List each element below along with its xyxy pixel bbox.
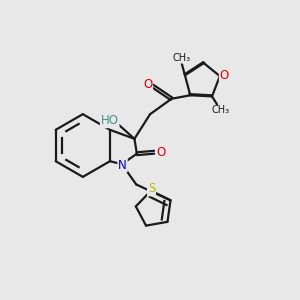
Text: O: O [143,78,152,91]
Text: O: O [156,146,165,159]
Text: CH₃: CH₃ [211,105,229,116]
Text: N: N [118,159,127,172]
Text: CH₃: CH₃ [172,53,191,63]
Text: O: O [220,69,229,82]
Text: S: S [148,182,155,196]
Text: HO: HO [101,114,119,128]
